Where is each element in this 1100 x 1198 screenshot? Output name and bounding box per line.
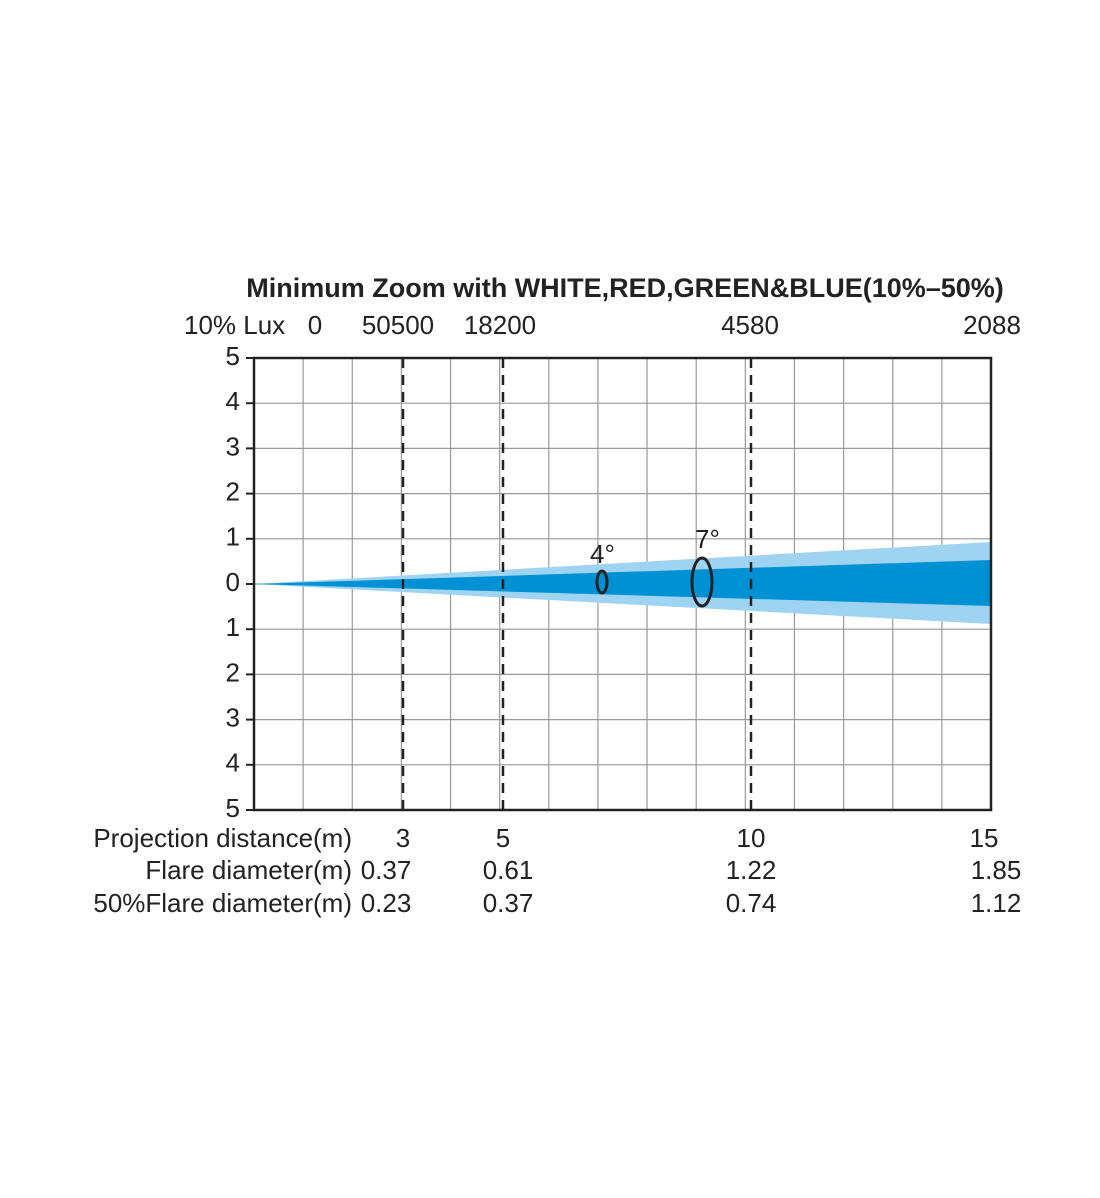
y-label: 5 xyxy=(226,793,240,823)
lux-value: 50500 xyxy=(362,310,434,340)
y-labels: 5 4 3 2 1 0 1 2 3 4 5 xyxy=(226,341,254,823)
y-label: 4 xyxy=(226,748,240,778)
row-value: 0.61 xyxy=(483,855,534,885)
beam-spot xyxy=(595,569,609,595)
row-label: 50%Flare diameter(m) xyxy=(93,888,352,918)
y-label: 2 xyxy=(226,476,240,506)
lux-value: 2088 xyxy=(963,310,1021,340)
row-value: 0.37 xyxy=(361,855,412,885)
row-value: 1.22 xyxy=(726,855,777,885)
lux-label: 10% Lux xyxy=(184,310,285,340)
row-values: 3 5 10 150.37 0.61 1.22 1.850.23 0.37 0.74 1.12 xyxy=(361,823,1022,918)
lux-value: 4580 xyxy=(721,310,779,340)
angle-label: 7° xyxy=(695,524,720,554)
y-label: 4 xyxy=(226,386,240,416)
row-value: 0.23 xyxy=(361,888,412,918)
beam-spot xyxy=(690,556,714,608)
y-label: 1 xyxy=(226,522,240,552)
row-value: 5 xyxy=(496,823,510,853)
row-label: Flare diameter(m) xyxy=(145,855,352,885)
row-value: 3 xyxy=(396,823,410,853)
y-label: 2 xyxy=(226,657,240,687)
y-label: 1 xyxy=(226,612,240,642)
row-value: 15 xyxy=(970,823,999,853)
y-label: 3 xyxy=(226,431,240,461)
y-label: 3 xyxy=(226,702,240,732)
row-value: 1.12 xyxy=(971,888,1022,918)
lux-value: 18200 xyxy=(464,310,536,340)
row-value: 10 xyxy=(737,823,766,853)
lux-value: 0 xyxy=(308,310,322,340)
y-label: 5 xyxy=(226,341,240,371)
angle-label: 4° xyxy=(590,539,615,569)
title: Minimum Zoom with WHITE,RED,GREEN&BLUE(1… xyxy=(246,273,1004,303)
row-label: Projection distance(m) xyxy=(93,823,352,853)
y-label: 0 xyxy=(226,567,240,597)
row-value: 1.85 xyxy=(971,855,1022,885)
row-value: 0.37 xyxy=(483,888,534,918)
row-value: 0.74 xyxy=(726,888,777,918)
beam-50 xyxy=(254,560,991,606)
